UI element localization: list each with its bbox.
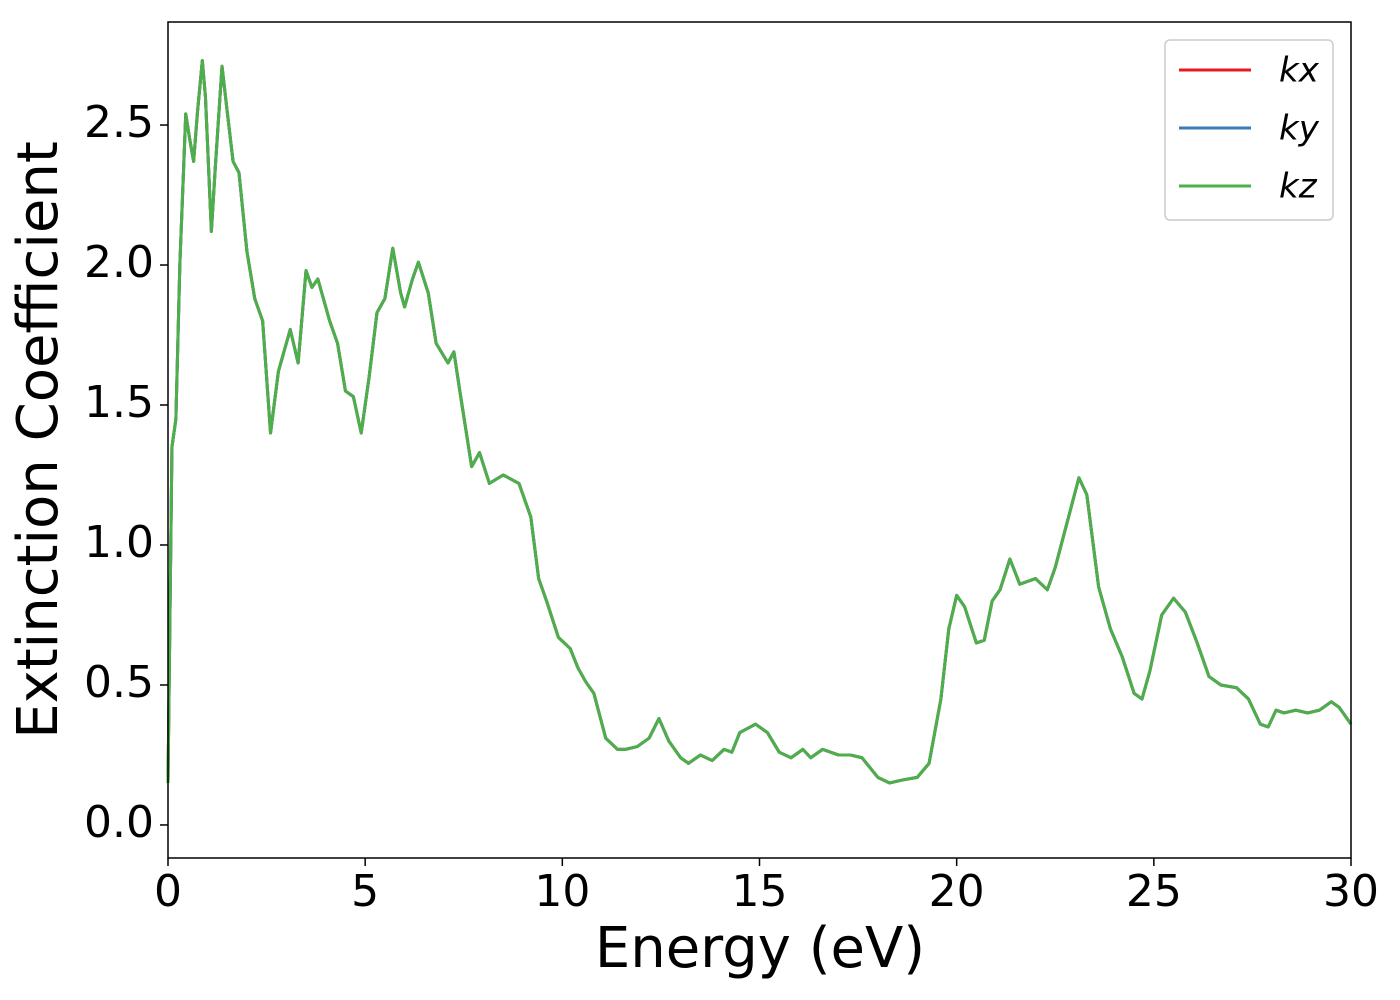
y-tick-label: 2.5 <box>84 97 154 148</box>
plot-frame <box>167 21 1352 859</box>
x-tick-label: 0 <box>154 866 182 917</box>
x-tick-label: 20 <box>929 866 985 917</box>
x-tick-label: 5 <box>351 866 379 917</box>
y-tick-label: 1.0 <box>84 517 154 568</box>
y-tick-label: 0.0 <box>84 797 154 848</box>
data-line <box>166 59 1353 785</box>
x-tick-label: 30 <box>1323 866 1379 917</box>
legend-box <box>1164 39 1334 221</box>
x-tick-label: 10 <box>534 866 590 917</box>
legend-label: kz <box>1279 167 1318 207</box>
legend-label: kx <box>1279 51 1320 91</box>
x-tick-label: 25 <box>1126 866 1182 917</box>
x-axis-label: Energy (eV) <box>595 916 925 981</box>
y-tick-label: 1.5 <box>84 377 154 428</box>
y-tick-label: 2.0 <box>84 237 154 288</box>
y-axis-label: Extinction Coefficient <box>6 141 71 739</box>
y-tick-label: 0.5 <box>84 657 154 708</box>
legend-label: ky <box>1279 109 1320 149</box>
x-tick-label: 15 <box>732 866 788 917</box>
